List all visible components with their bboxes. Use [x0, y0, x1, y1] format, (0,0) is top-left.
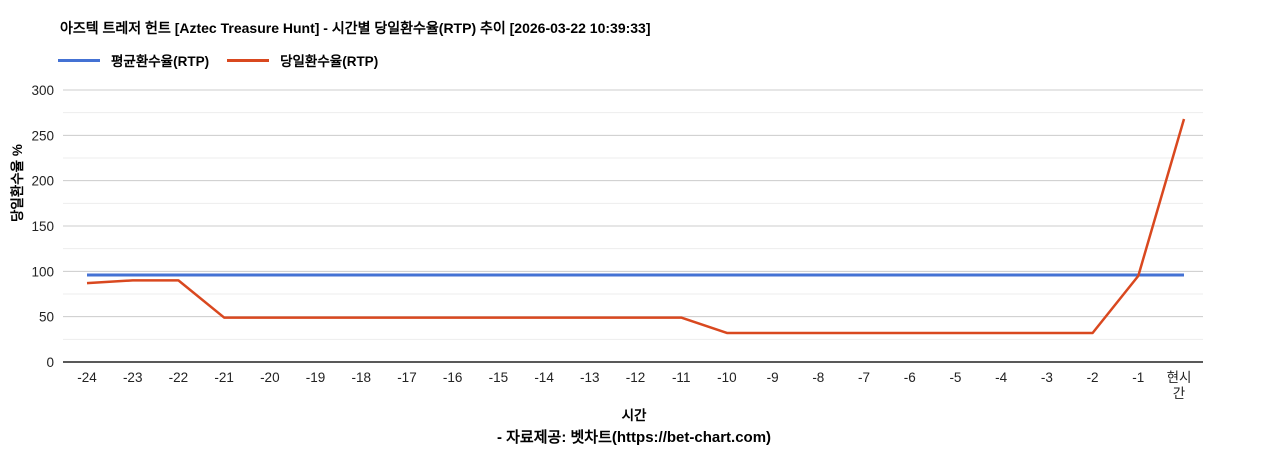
y-tick-label: 250 [31, 128, 54, 143]
x-tick-label: -20 [260, 370, 280, 385]
x-tick-label: -12 [626, 370, 646, 385]
x-tick-label: -19 [306, 370, 326, 385]
legend: 평균환수율(RTP) 당일환수율(RTP) [58, 50, 378, 70]
x-tick-label: -1 [1132, 370, 1144, 385]
x-tick-label: 현시 [1167, 370, 1192, 385]
x-tick-label: -24 [77, 370, 97, 385]
y-tick-label: 300 [31, 83, 54, 98]
x-tick-label: 간 [1173, 386, 1185, 401]
y-tick-label: 100 [31, 264, 54, 279]
legend-label-daily-rtp: 당일환수율(RTP) [280, 54, 379, 69]
x-axis-title: 시간 [621, 408, 647, 423]
x-tick-label: -10 [717, 370, 737, 385]
x-tick-label: -11 [672, 370, 691, 385]
x-tick-label: -14 [534, 370, 554, 385]
x-tick-label: -6 [904, 370, 916, 385]
x-tick-label: -16 [443, 370, 463, 385]
y-tick-label: 0 [46, 355, 54, 370]
x-tick-label: -21 [214, 370, 234, 385]
x-tick-label: -15 [489, 370, 509, 385]
x-tick-label: -4 [995, 370, 1007, 385]
average-rtp-line-swatch [58, 58, 100, 62]
x-tick-label: -22 [169, 370, 189, 385]
x-tick-label: -2 [1087, 370, 1099, 385]
legend-label-average-rtp: 평균환수율(RTP) [111, 54, 210, 69]
legend-item-daily-rtp: 당일환수율(RTP) [227, 50, 378, 70]
x-tick-label: -17 [397, 370, 417, 385]
footer-credit: - 자료제공: 벳차트(https://bet-chart.com) [496, 429, 772, 446]
y-tick-label: 200 [31, 174, 54, 189]
x-tick-label: -5 [949, 370, 961, 385]
x-tick-label: -13 [580, 370, 600, 385]
daily-rtp-line-swatch [227, 58, 270, 62]
y-tick-label: 50 [39, 310, 54, 325]
x-tick-label: -18 [351, 370, 371, 385]
x-tick-label: -9 [767, 370, 779, 385]
y-tick-label: 150 [31, 219, 54, 234]
legend-item-average-rtp: 평균환수율(RTP) [58, 50, 209, 70]
x-tick-label: -3 [1041, 370, 1053, 385]
x-tick-label: -7 [858, 370, 870, 385]
chart-title: 아즈텍 트레저 헌트 [Aztec Treasure Hunt] - 시간별 당… [60, 20, 651, 36]
daily-rtp-line [86, 118, 1186, 335]
x-tick-label: -23 [123, 370, 143, 385]
x-tick-label: -8 [812, 370, 824, 385]
